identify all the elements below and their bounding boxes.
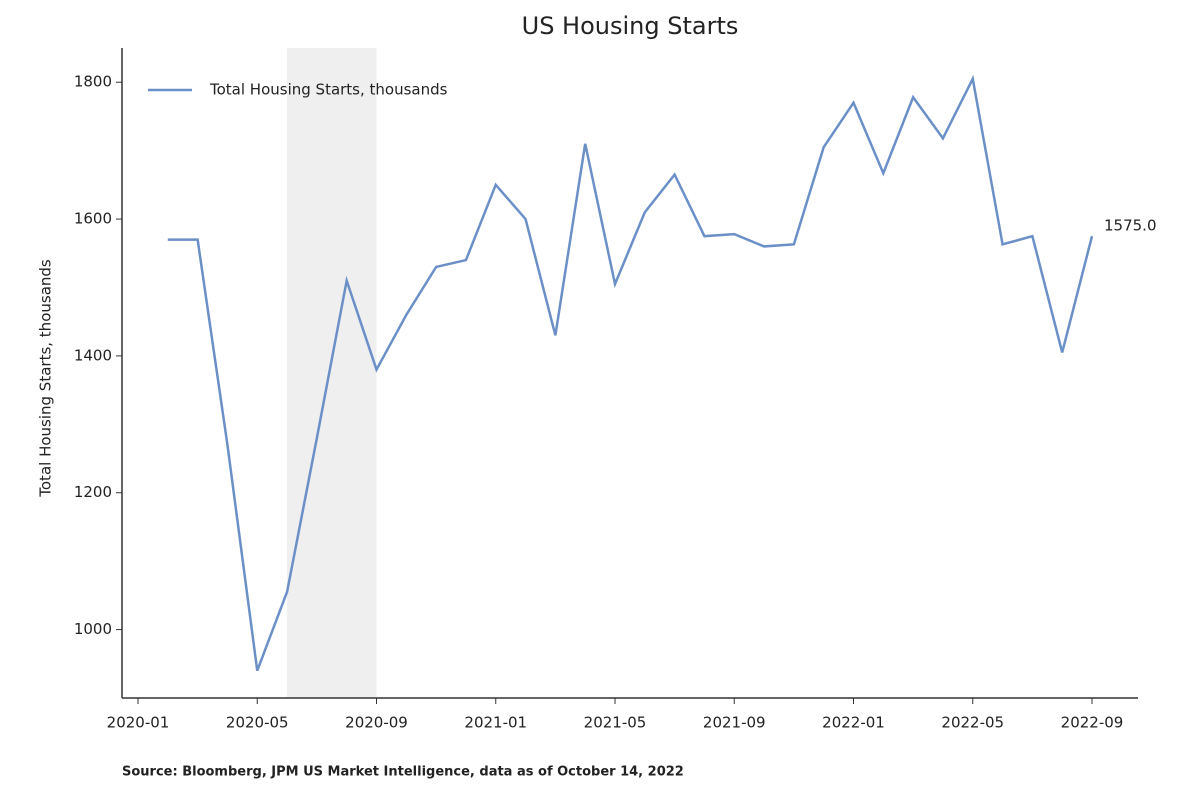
x-tick-label: 2022-09 — [1061, 714, 1124, 732]
y-tick-label: 1000 — [74, 620, 112, 638]
chart-title: US Housing Starts — [522, 12, 739, 40]
y-tick-label: 1600 — [74, 210, 112, 228]
legend-label: Total Housing Starts, thousands — [209, 81, 448, 99]
x-tick-label: 2022-01 — [822, 714, 885, 732]
value-label: 1575.0 — [1104, 217, 1157, 235]
x-tick-label: 2022-05 — [941, 714, 1004, 732]
source-note: Source: Bloomberg, JPM US Market Intelli… — [122, 765, 684, 780]
y-axis-label: Total Housing Starts, thousands — [37, 259, 55, 498]
shaded-period — [287, 48, 377, 698]
y-tick-label: 1400 — [74, 346, 112, 364]
x-tick-label: 2020-01 — [107, 714, 170, 732]
y-tick-label: 1800 — [74, 73, 112, 91]
x-tick-label: 2021-05 — [584, 714, 647, 732]
x-tick-label: 2021-09 — [703, 714, 766, 732]
y-tick-label: 1200 — [74, 483, 112, 501]
x-tick-label: 2021-01 — [464, 714, 527, 732]
x-tick-label: 2020-09 — [345, 714, 408, 732]
data-line — [167, 74, 1094, 672]
x-tick-label: 2020-05 — [226, 714, 289, 732]
